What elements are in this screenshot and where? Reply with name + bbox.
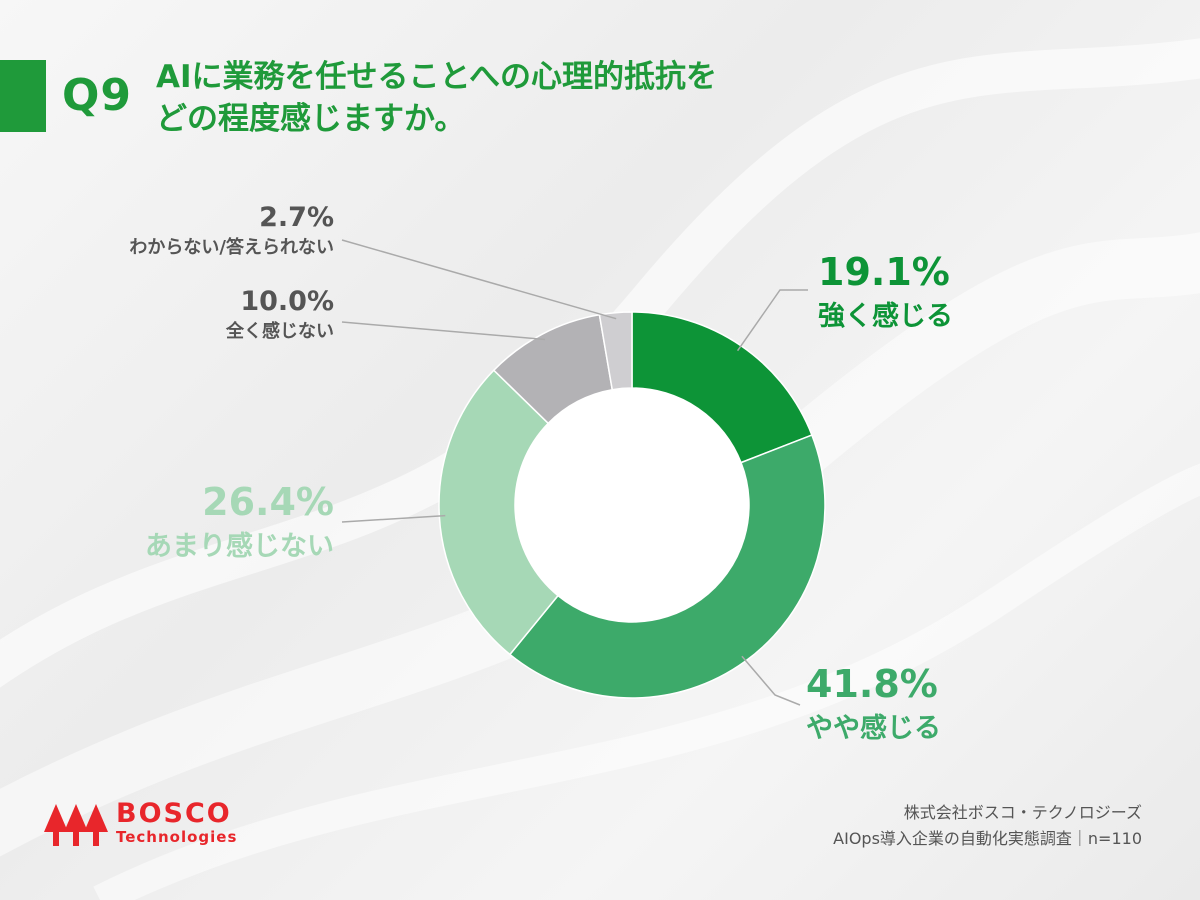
slice-name-dont-know: わからない/答えられない bbox=[129, 237, 334, 258]
logo-line-1: BOSCO bbox=[116, 798, 232, 829]
title-line-2: どの程度感じますか。 bbox=[156, 101, 466, 137]
label-not-much: 26.4% あまり感じない bbox=[145, 480, 334, 563]
question-number: Q9 bbox=[62, 70, 133, 121]
question-title: AIに業務を任せることへの心理的抵抗を どの程度感じますか。 bbox=[156, 56, 876, 140]
logo-mark-icon bbox=[44, 804, 108, 846]
slice-name-not-much: あまり感じない bbox=[145, 531, 334, 562]
bosco-logo: BOSCO Technologies bbox=[44, 798, 237, 848]
logo-line-2: Technologies bbox=[116, 828, 238, 846]
question-accent-bar bbox=[0, 60, 46, 132]
leader-line-not-at-all bbox=[341, 321, 546, 341]
slice-name-strongly: 強く感じる bbox=[818, 301, 953, 332]
leader-line-strongly bbox=[736, 289, 808, 352]
leader-line-somewhat bbox=[741, 655, 801, 706]
leader-line-dont-know bbox=[341, 239, 617, 320]
slice-pct-dont-know: 2.7% bbox=[259, 202, 334, 233]
label-dont-know: 2.7% わからない/答えられない bbox=[129, 202, 334, 259]
donut-hole bbox=[515, 388, 749, 622]
footer-company: 株式会社ボスコ・テクノロジーズ bbox=[903, 803, 1142, 822]
slice-pct-somewhat: 41.8% bbox=[806, 662, 938, 706]
label-strongly: 19.1% 強く感じる bbox=[818, 250, 953, 333]
footer-source: 株式会社ボスコ・テクノロジーズ AIOps導入企業の自動化実態調査｜n=110 bbox=[833, 800, 1142, 852]
slice-pct-not-at-all: 10.0% bbox=[240, 286, 334, 317]
leader-line-not-much bbox=[341, 514, 446, 523]
slice-name-not-at-all: 全く感じない bbox=[226, 321, 334, 342]
slice-pct-strongly: 19.1% bbox=[818, 250, 950, 294]
label-somewhat: 41.8% やや感じる bbox=[806, 662, 941, 745]
footer-survey: AIOps導入企業の自動化実態調査｜n=110 bbox=[833, 829, 1142, 848]
slice-pct-not-much: 26.4% bbox=[202, 480, 334, 524]
title-line-1: AIに業務を任せることへの心理的抵抗を bbox=[156, 59, 717, 95]
slice-name-somewhat: やや感じる bbox=[806, 713, 941, 744]
label-not-at-all: 10.0% 全く感じない bbox=[226, 286, 334, 343]
